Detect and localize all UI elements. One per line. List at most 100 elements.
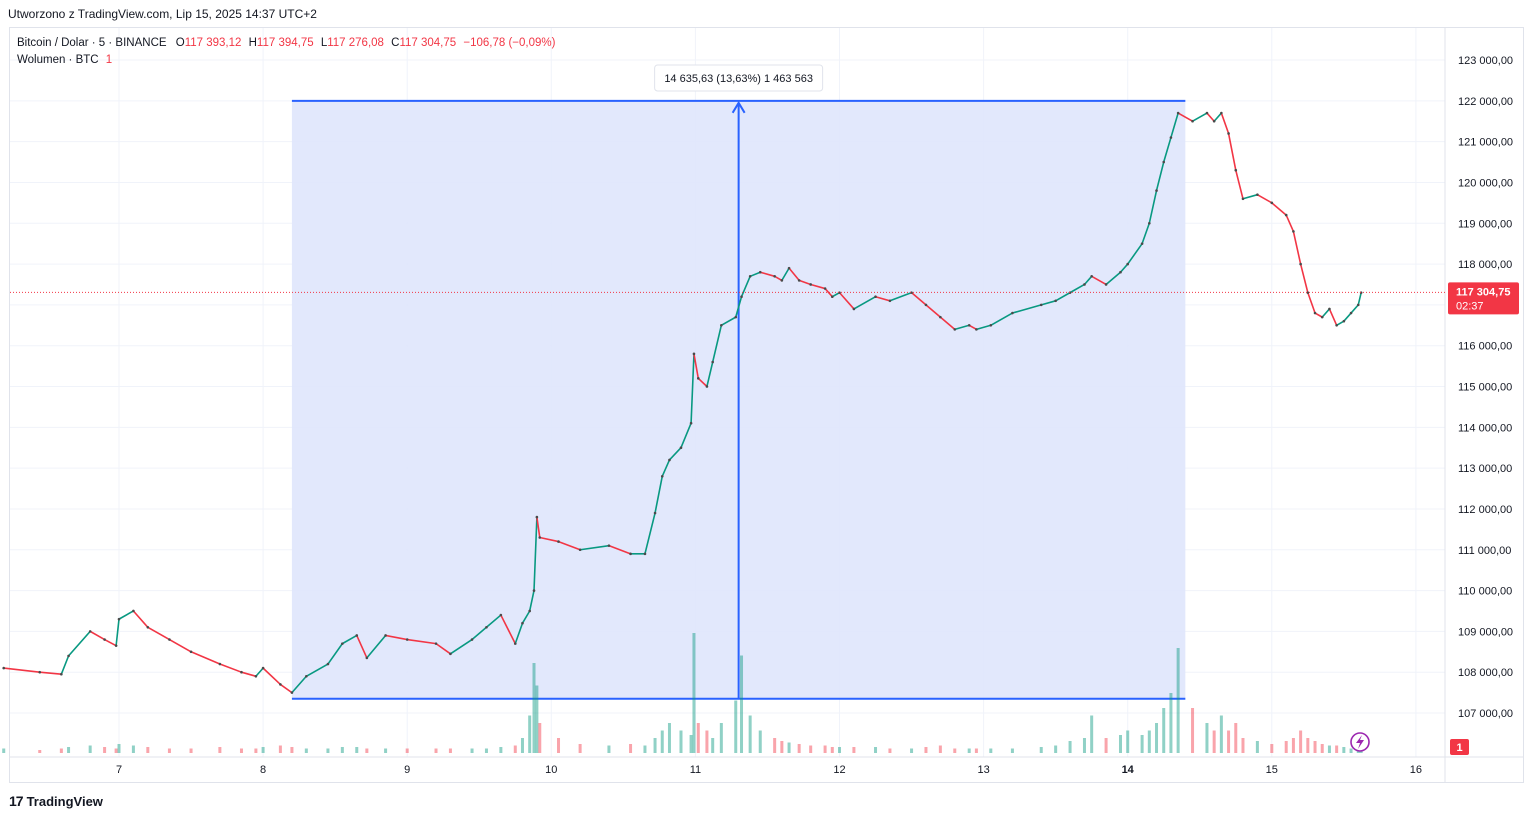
price-segment <box>435 642 452 655</box>
price-point <box>989 323 993 327</box>
price-segment <box>925 304 942 318</box>
price-point <box>953 328 957 331</box>
volume-bar <box>989 748 993 753</box>
price-point <box>1356 303 1360 307</box>
symbol-label[interactable]: Bitcoin / Dolar · 5 · BINANCE <box>17 37 167 49</box>
footer-brand: 17 TradingView <box>9 793 103 809</box>
chart-legend: Bitcoin / Dolar · 5 · BINANCE O117 393,1… <box>17 35 555 69</box>
price-segment <box>1242 193 1259 200</box>
price-point <box>1119 270 1122 274</box>
price-point <box>660 474 664 478</box>
price-segment <box>355 634 368 659</box>
high-value: 117 394,75 <box>256 37 314 49</box>
price-segment <box>889 291 913 302</box>
price-segment <box>968 324 978 331</box>
price-segment <box>1285 214 1295 233</box>
y-tick-label: 110 000,00 <box>1458 586 1512 598</box>
volume-bar <box>254 748 258 753</box>
volume-bar <box>2 748 6 753</box>
price-point <box>218 662 222 666</box>
y-tick-label: 111 000,00 <box>1458 545 1511 557</box>
volume-bar <box>513 745 517 753</box>
price-segment <box>939 316 956 331</box>
close-value: 117 304,75 <box>399 37 457 49</box>
volume-value: 1 <box>105 54 113 66</box>
y-tick-label: 121 000,00 <box>1458 137 1513 149</box>
price-segment <box>471 626 488 641</box>
volume-row: Wolumen · BTC 1 <box>17 52 555 69</box>
volume-bar <box>1205 723 1209 753</box>
price-segment <box>690 353 695 425</box>
price-point <box>1320 315 1324 319</box>
price-segment <box>824 287 834 298</box>
price-point <box>449 652 452 656</box>
x-tick-label: 7 <box>116 764 122 776</box>
footer-brand-label: TradingView <box>26 793 103 809</box>
volume-bar <box>705 730 709 753</box>
volume-bar <box>290 747 294 753</box>
volume-bar <box>1090 715 1094 753</box>
price-segment <box>190 650 221 665</box>
price-segment <box>60 655 70 676</box>
countdown-label: 02:37 <box>1456 300 1484 312</box>
price-point <box>975 328 978 331</box>
x-tick-label: 12 <box>833 764 845 776</box>
price-point <box>1227 132 1230 135</box>
price-segment <box>1307 291 1316 314</box>
price-segment <box>831 291 841 298</box>
price-point <box>103 638 106 641</box>
volume-bar <box>117 744 121 753</box>
volume-bar <box>967 748 971 753</box>
price-point <box>538 536 542 539</box>
volume-bar <box>689 735 693 753</box>
price-segment <box>1299 263 1309 294</box>
low-value: 117 276,08 <box>327 37 384 49</box>
volume-bar <box>1212 730 1216 753</box>
volume-bar <box>797 744 801 753</box>
price-point <box>1328 307 1331 311</box>
volume-bar <box>809 745 813 753</box>
price-segment <box>644 512 656 555</box>
price-point <box>705 385 709 388</box>
price-segment <box>528 589 535 612</box>
price-segment <box>1105 271 1122 286</box>
price-point <box>720 323 723 327</box>
price-point <box>132 609 135 613</box>
measure-arrow-head-icon <box>731 100 746 114</box>
volume-bar <box>1169 693 1173 753</box>
price-segment <box>668 446 682 461</box>
price-segment <box>1083 275 1093 286</box>
volume-bar <box>1039 747 1043 753</box>
price-point <box>1205 111 1209 115</box>
price-segment <box>305 663 329 678</box>
price-point <box>1212 119 1216 123</box>
volume-bar <box>146 747 150 753</box>
price-point <box>643 552 647 556</box>
price-segment <box>1141 222 1151 245</box>
volume-bar <box>218 747 222 753</box>
volume-bar <box>326 748 330 753</box>
volume-bar <box>1270 744 1274 753</box>
price-segment <box>1357 291 1362 306</box>
price-segment <box>1155 161 1165 192</box>
price-segment <box>1227 132 1237 171</box>
price-point <box>557 540 560 543</box>
volume-bar <box>838 747 841 753</box>
price-segment <box>706 361 714 388</box>
price-point <box>470 638 474 641</box>
price-point <box>1169 136 1173 139</box>
price-point <box>1241 197 1245 201</box>
price-segment <box>781 267 790 282</box>
volume-bar <box>938 745 942 753</box>
price-segment <box>697 377 708 388</box>
price-segment <box>1090 275 1107 286</box>
price-segment <box>1213 112 1223 123</box>
price-segment <box>2 667 41 673</box>
price-point <box>88 630 92 633</box>
volume-bar <box>719 723 723 753</box>
volume-label[interactable]: Wolumen · BTC <box>17 54 99 66</box>
price-point <box>1335 323 1338 327</box>
x-tick-label: 13 <box>977 764 989 776</box>
price-point <box>114 644 118 647</box>
